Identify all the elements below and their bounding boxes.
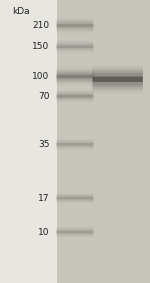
FancyBboxPatch shape <box>57 43 93 51</box>
FancyBboxPatch shape <box>57 141 93 148</box>
FancyBboxPatch shape <box>57 95 93 98</box>
Text: 70: 70 <box>38 92 50 101</box>
FancyBboxPatch shape <box>57 72 93 81</box>
FancyBboxPatch shape <box>57 21 93 30</box>
FancyBboxPatch shape <box>57 45 93 48</box>
FancyBboxPatch shape <box>93 71 143 87</box>
FancyBboxPatch shape <box>57 21 93 30</box>
Text: kDa: kDa <box>12 7 30 16</box>
FancyBboxPatch shape <box>57 194 93 202</box>
FancyBboxPatch shape <box>93 68 143 90</box>
Text: 17: 17 <box>38 194 50 203</box>
Bar <box>57 0 150 283</box>
FancyBboxPatch shape <box>57 70 93 82</box>
FancyBboxPatch shape <box>57 228 93 236</box>
FancyBboxPatch shape <box>57 142 93 147</box>
FancyBboxPatch shape <box>93 70 143 89</box>
FancyBboxPatch shape <box>57 195 93 201</box>
FancyBboxPatch shape <box>57 92 93 100</box>
FancyBboxPatch shape <box>57 43 93 50</box>
FancyBboxPatch shape <box>57 197 93 200</box>
FancyBboxPatch shape <box>57 72 93 80</box>
Text: 210: 210 <box>32 21 50 30</box>
FancyBboxPatch shape <box>93 76 143 82</box>
Text: 100: 100 <box>32 72 50 81</box>
FancyBboxPatch shape <box>57 20 93 31</box>
FancyBboxPatch shape <box>57 229 93 235</box>
FancyBboxPatch shape <box>57 229 93 235</box>
FancyBboxPatch shape <box>57 143 93 146</box>
FancyBboxPatch shape <box>57 42 93 51</box>
Text: 35: 35 <box>38 140 50 149</box>
FancyBboxPatch shape <box>57 141 93 147</box>
FancyBboxPatch shape <box>57 231 93 233</box>
FancyBboxPatch shape <box>57 24 93 27</box>
FancyBboxPatch shape <box>57 93 93 100</box>
FancyBboxPatch shape <box>57 44 93 50</box>
FancyBboxPatch shape <box>93 73 143 85</box>
FancyBboxPatch shape <box>57 93 93 99</box>
FancyBboxPatch shape <box>57 92 93 101</box>
FancyBboxPatch shape <box>57 75 93 78</box>
FancyBboxPatch shape <box>57 22 93 29</box>
FancyBboxPatch shape <box>57 70 93 83</box>
Text: 150: 150 <box>32 42 50 51</box>
Text: 10: 10 <box>38 228 50 237</box>
FancyBboxPatch shape <box>57 195 93 201</box>
